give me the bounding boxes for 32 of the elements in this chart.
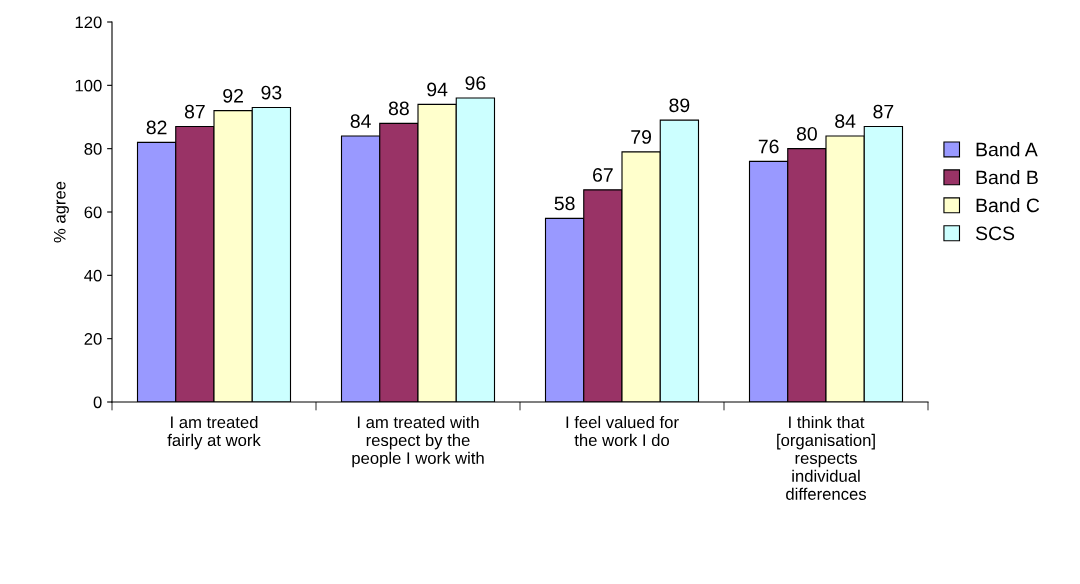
legend-label: Band A <box>976 142 1038 157</box>
data-label: 88 <box>388 101 409 116</box>
data-label: 76 <box>758 139 779 154</box>
y-tick-label: 80 <box>84 143 102 155</box>
y-tick-label: 40 <box>84 269 102 282</box>
data-label: 82 <box>146 120 167 135</box>
data-label: 87 <box>873 104 894 119</box>
y-tick-label: 100 <box>75 79 102 92</box>
x-tick-label: I am treated fairly at work <box>167 415 261 450</box>
y-tick-label: 60 <box>84 206 102 219</box>
data-label: 67 <box>593 168 613 182</box>
data-label: 80 <box>796 126 817 141</box>
legend-label: SCS <box>975 226 1015 241</box>
data-label: 93 <box>261 85 282 100</box>
x-tick-label: I think that [organisation] respects individual differences <box>777 415 875 500</box>
y-axis-title: % agree <box>53 181 69 243</box>
data-label: 94 <box>427 82 448 97</box>
data-label: 58 <box>554 196 575 211</box>
x-tick-label: I feel valued for the work I do <box>566 415 679 447</box>
x-tick-label: I am treated with respect by the people I work with <box>352 415 484 468</box>
legend-label: Band B <box>976 170 1038 185</box>
y-tick-label: 20 <box>84 333 102 345</box>
data-label: 89 <box>669 98 690 113</box>
data-label: 96 <box>465 76 486 90</box>
y-tick-label: 120 <box>75 16 102 29</box>
data-label: 79 <box>631 130 652 144</box>
legend-label: Band C <box>976 197 1040 213</box>
data-label: 92 <box>223 88 243 103</box>
data-label: 87 <box>184 104 205 119</box>
data-label: 84 <box>350 114 371 128</box>
data-label: 84 <box>835 114 856 128</box>
y-tick-label: 0 <box>93 396 102 409</box>
